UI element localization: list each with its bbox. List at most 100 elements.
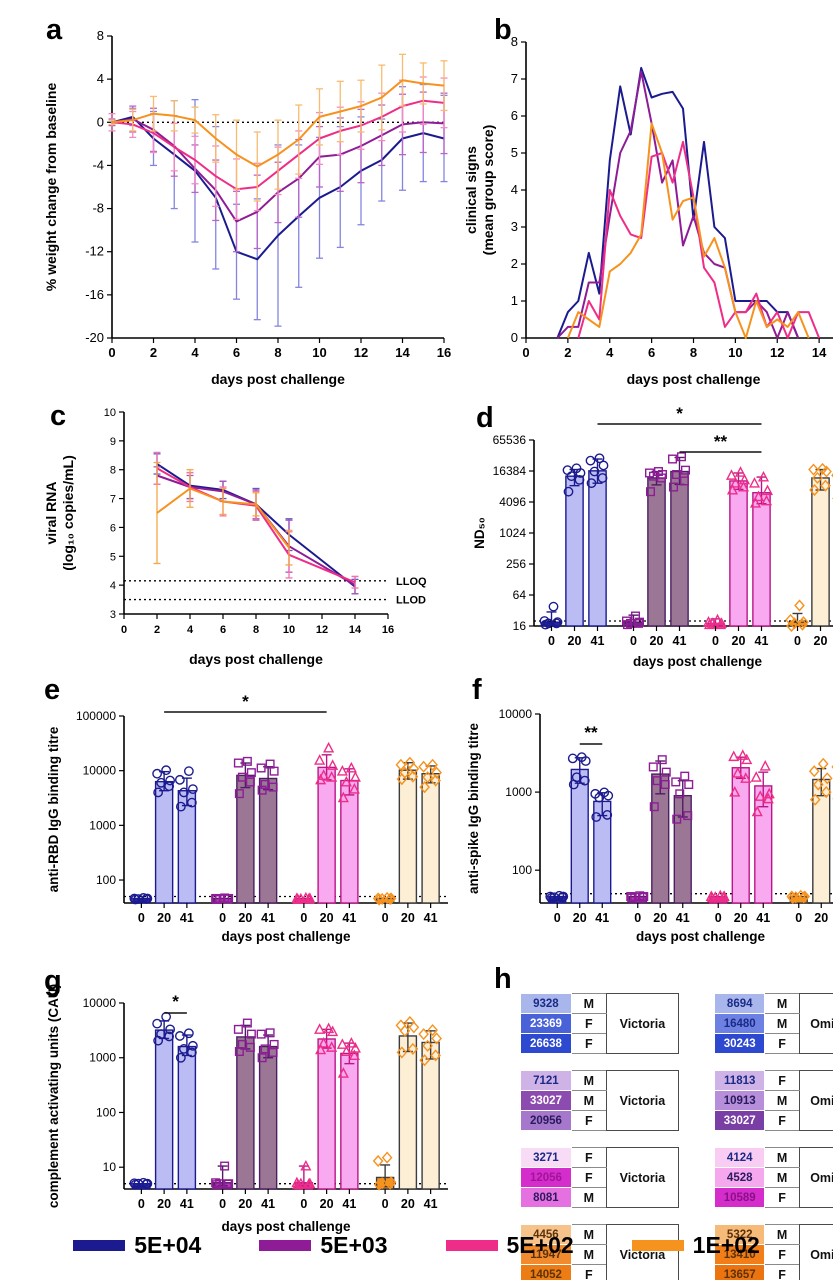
panel-f: f 100 1000 10000 anti-spike IgG binding tit…	[460, 676, 833, 951]
panel-f-label: f	[472, 674, 482, 706]
data-point	[233, 1024, 243, 1034]
x-tick-label: 16	[382, 624, 394, 636]
panel-a: a 8 4 0 -4 -8 -12 -16 -20 0 2 4 6 8 10 12 14 16 days post…	[40, 16, 460, 396]
data-point	[653, 467, 663, 477]
x-tick-label: 10	[728, 345, 742, 360]
data-point	[381, 891, 393, 905]
data-point	[314, 1023, 326, 1034]
data-point	[376, 1177, 388, 1190]
challenge-variant-cell: Victoria	[605, 1224, 679, 1280]
x-tick-label: 20	[238, 1197, 252, 1211]
panel-g: g 10 100 1000 10000 complement activating un…	[40, 951, 460, 1241]
data-point	[138, 893, 149, 903]
series-5E+02	[577, 140, 821, 339]
y-tick-label: 1000	[505, 785, 532, 799]
series-1E+02	[156, 487, 290, 549]
x-axis-title: days post challenge	[189, 651, 323, 667]
data-point	[349, 771, 361, 782]
panel-a-chart: 8 4 0 -4 -8 -12 -16 -20 0 2 4 6 8 10 12 14 16 days post c…	[43, 28, 451, 387]
bar-day20	[398, 769, 418, 904]
bar-day41	[588, 470, 607, 627]
animal-sex-cell: F	[570, 1167, 607, 1188]
data-point	[732, 767, 744, 778]
animal-id-cell: 11813	[713, 1070, 766, 1091]
data-point	[220, 1161, 230, 1171]
data-point	[652, 776, 662, 786]
data-point	[422, 1039, 433, 1052]
y-axis-title: (mean group score)	[480, 125, 496, 256]
x-tick-label: 41	[261, 1197, 275, 1211]
data-point	[680, 465, 690, 475]
x-tick-label: 41	[591, 634, 605, 648]
data-point	[256, 1029, 266, 1039]
x-tick-label: 0	[219, 1197, 226, 1211]
x-tick-label: 0	[554, 911, 561, 925]
animal-sex-cell: F	[764, 1033, 800, 1054]
data-point	[786, 890, 798, 903]
data-point	[422, 771, 433, 784]
data-point	[404, 756, 416, 769]
significance-label: **	[714, 432, 728, 451]
y-axis-title: ND₅₀	[472, 517, 487, 549]
bar-day20	[154, 780, 174, 904]
y-tick-label: 0	[97, 114, 104, 129]
data-point	[763, 787, 775, 799]
data-point	[372, 892, 384, 905]
x-tick-label: 2	[150, 345, 157, 360]
y-tick-label: 4096	[499, 495, 526, 509]
series-1E+02	[111, 79, 445, 168]
y-tick-label: 10000	[83, 764, 117, 778]
y-tick-label: 8	[511, 34, 518, 49]
data-point	[809, 793, 821, 806]
x-tick-label: 0	[300, 1197, 307, 1211]
panel-g-label: g	[44, 965, 62, 997]
data-point	[702, 616, 715, 627]
data-point	[591, 812, 602, 822]
x-axis-title: days post challenge	[211, 371, 345, 387]
data-point	[594, 453, 605, 464]
data-point	[567, 753, 578, 764]
bar-day20	[570, 768, 589, 904]
significance-label: *	[242, 692, 249, 711]
animal-id-table: 9328 M Victoria 23369 F 26638 F	[520, 993, 679, 1054]
y-tick-label: 9	[110, 436, 116, 448]
animal-id-cell: 9328	[520, 993, 572, 1014]
series-5E+02	[156, 467, 356, 584]
y-axis-title: clinical signs	[463, 146, 479, 234]
data-point	[820, 786, 832, 799]
x-tick-label: 20	[157, 1197, 171, 1211]
data-point	[680, 771, 690, 781]
data-point	[186, 1047, 197, 1058]
animal-sex-cell: F	[764, 1264, 800, 1280]
x-tick-label: 0	[794, 634, 801, 648]
data-point	[156, 777, 167, 788]
bar-day20	[729, 480, 748, 627]
data-point	[599, 787, 610, 798]
data-point	[265, 759, 275, 769]
data-point	[571, 772, 582, 783]
data-point	[711, 613, 724, 625]
y-tick-label: 8	[110, 465, 116, 477]
panel-b-label: b	[494, 14, 512, 46]
data-point	[579, 775, 590, 786]
y-tick-label: 16384	[493, 464, 527, 478]
data-point	[385, 1176, 397, 1189]
animal-sex-cell: M	[764, 1147, 800, 1168]
data-point	[161, 765, 172, 776]
dose-legend: 5E+04 5E+03 5E+02 1E+02	[0, 1232, 833, 1259]
y-tick-label: 16	[513, 619, 527, 633]
y-tick-label: 1	[511, 293, 518, 308]
data-point	[265, 1028, 275, 1038]
data-point	[728, 750, 740, 762]
data-point	[552, 617, 563, 628]
data-point	[630, 611, 640, 621]
data-point	[260, 779, 270, 789]
animal-id-cell: 7121	[520, 1070, 572, 1091]
y-tick-label: 100000	[76, 709, 116, 723]
animal-id-cell: 10589	[713, 1187, 766, 1208]
data-point	[291, 892, 303, 903]
data-point	[790, 891, 802, 904]
x-tick-label: 41	[342, 1197, 356, 1211]
data-point	[635, 891, 645, 901]
